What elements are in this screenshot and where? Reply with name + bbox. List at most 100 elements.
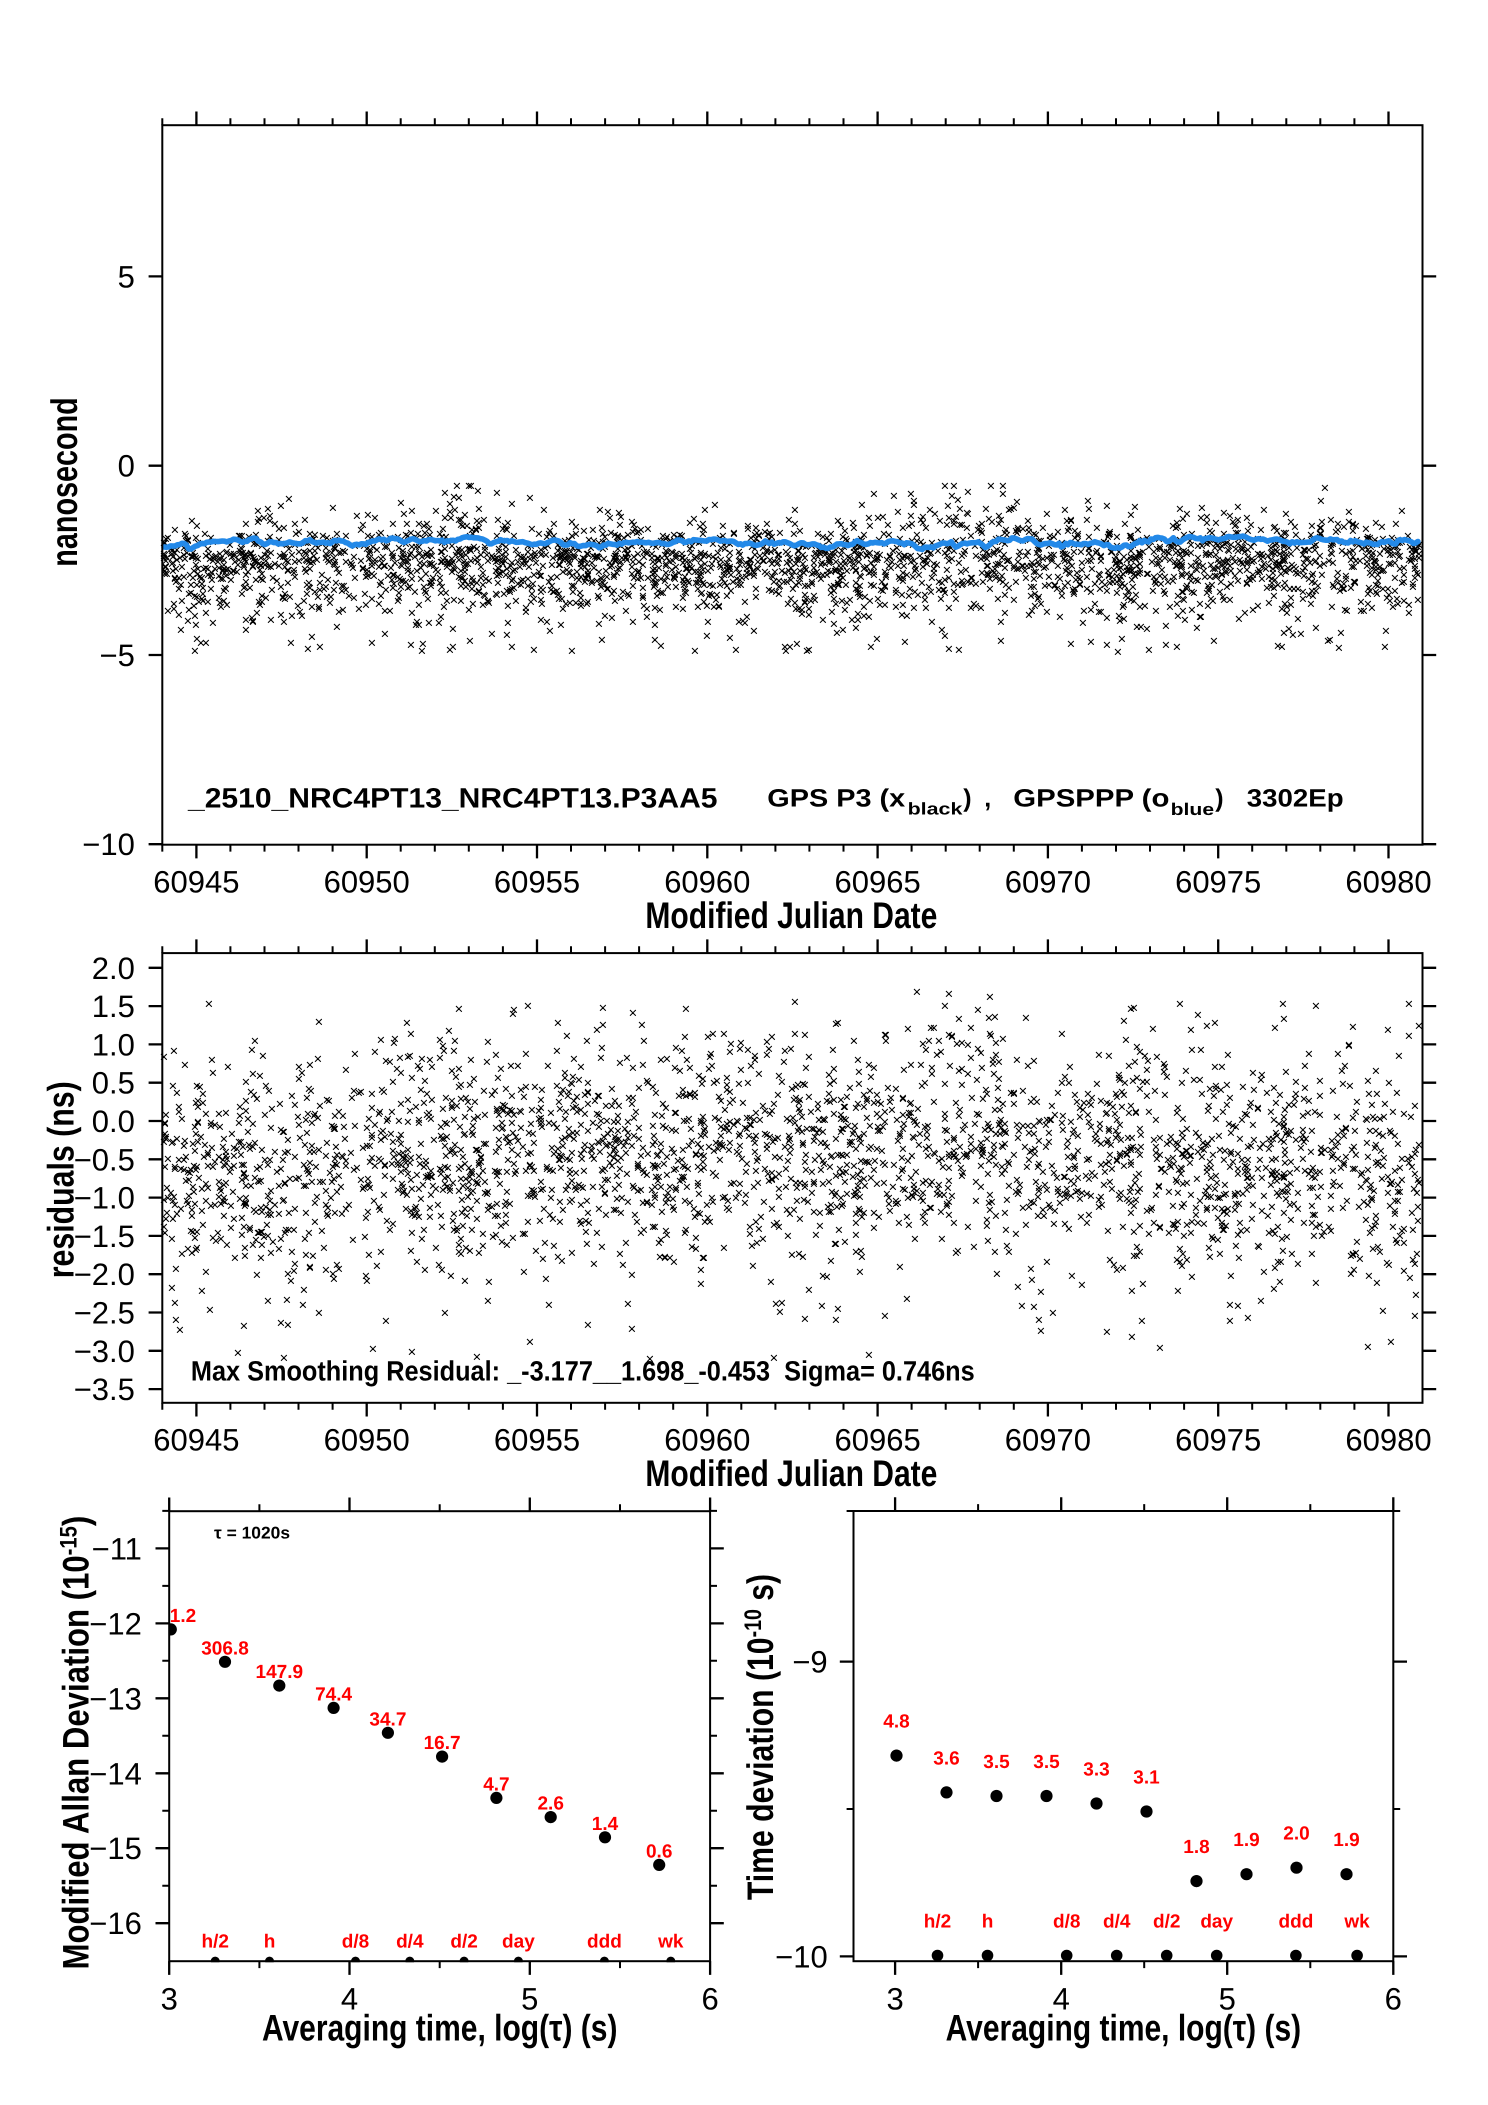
svg-text:residuals (ns): residuals (ns) (41, 1081, 82, 1278)
svg-text:2.0: 2.0 (92, 951, 135, 986)
svg-text:−10: −10 (82, 827, 135, 862)
svg-text:): ) (963, 785, 971, 813)
svg-text:d/8: d/8 (342, 1932, 369, 1953)
svg-text:−3.0: −3.0 (74, 1334, 135, 1369)
svg-text:3.1: 3.1 (1133, 1768, 1160, 1789)
svg-text:−0.5: −0.5 (74, 1142, 135, 1177)
svg-text:2.6: 2.6 (537, 1794, 563, 1815)
svg-text:τ = 1020s: τ = 1020s (214, 1524, 290, 1543)
svg-text:60975: 60975 (1175, 865, 1261, 900)
svg-text:Max Smoothing Residual: _-3.17: Max Smoothing Residual: _-3.177__1.698_-… (191, 1355, 975, 1386)
svg-text:−1.0: −1.0 (74, 1181, 135, 1216)
svg-text:ddd: ddd (587, 1932, 622, 1953)
svg-text:16.7: 16.7 (424, 1733, 461, 1754)
svg-text:147.9: 147.9 (256, 1662, 304, 1683)
svg-text:4: 4 (1053, 1981, 1070, 2016)
svg-text:1.5: 1.5 (92, 989, 135, 1024)
svg-text:34.7: 34.7 (369, 1709, 406, 1730)
svg-text:60960: 60960 (664, 865, 750, 900)
svg-text:5: 5 (1219, 1981, 1236, 2016)
svg-text:306.8: 306.8 (201, 1638, 249, 1659)
svg-text:1.9: 1.9 (1333, 1830, 1359, 1851)
svg-text:−2.0: −2.0 (74, 1257, 135, 1292)
svg-text:−11: −11 (92, 1531, 142, 1566)
svg-text:GPS P3 (x: GPS P3 (x (767, 785, 905, 813)
svg-text:day: day (502, 1932, 535, 1953)
svg-text:_2510_NRC4PT13_NRC4PT13.P3AA5: _2510_NRC4PT13_NRC4PT13.P3AA5 (187, 782, 718, 813)
svg-text:6: 6 (701, 1981, 718, 2016)
svg-text:1.0: 1.0 (92, 1027, 135, 1062)
svg-text:wk: wk (657, 1932, 684, 1953)
svg-text:60945: 60945 (153, 865, 239, 900)
svg-text:h: h (264, 1932, 276, 1953)
svg-text:d/2: d/2 (450, 1932, 477, 1953)
svg-text:1.4: 1.4 (592, 1814, 619, 1835)
svg-text:0.6: 0.6 (646, 1841, 672, 1862)
svg-text:nanosecond: nanosecond (44, 397, 85, 566)
svg-text:h: h (982, 1912, 994, 1933)
svg-text:d/2: d/2 (1153, 1912, 1180, 1933)
svg-text:−3.5: −3.5 (74, 1372, 135, 1407)
svg-text:1.8: 1.8 (1183, 1837, 1209, 1858)
svg-text:60970: 60970 (1005, 865, 1091, 900)
svg-text:60955: 60955 (494, 1423, 580, 1458)
svg-text:d/4: d/4 (396, 1932, 424, 1953)
svg-text:d/4: d/4 (1103, 1912, 1131, 1933)
svg-text:blue: blue (1171, 800, 1215, 819)
svg-text:Modified Julian Date: Modified Julian Date (645, 895, 937, 936)
svg-text:74.4: 74.4 (315, 1684, 352, 1705)
svg-text:Averaging time, log(τ) (s): Averaging time, log(τ) (s) (946, 2007, 1302, 2048)
svg-text:6: 6 (1385, 1981, 1402, 2016)
svg-text:Modified Julian Date: Modified Julian Date (645, 1453, 937, 1494)
svg-text:60980: 60980 (1345, 1423, 1431, 1458)
svg-text:): ) (1215, 785, 1223, 813)
svg-text:4: 4 (341, 1981, 358, 2016)
svg-text:60965: 60965 (834, 1423, 920, 1458)
svg-text:60965: 60965 (834, 865, 920, 900)
svg-text:0.5: 0.5 (92, 1066, 135, 1101)
svg-text:60955: 60955 (494, 865, 580, 900)
svg-text:,: , (984, 785, 991, 813)
svg-text:3.5: 3.5 (1033, 1752, 1060, 1773)
svg-text:−16: −16 (89, 1906, 142, 1941)
svg-text:−12: −12 (89, 1606, 142, 1641)
svg-text:0: 0 (118, 449, 135, 484)
svg-text:60950: 60950 (324, 865, 410, 900)
svg-text:1.9: 1.9 (1233, 1830, 1259, 1851)
svg-text:60950: 60950 (324, 1423, 410, 1458)
svg-text:3.3: 3.3 (1083, 1760, 1109, 1781)
svg-text:−2.5: −2.5 (74, 1296, 135, 1331)
svg-text:60960: 60960 (664, 1423, 750, 1458)
svg-text:GPSPPP (o: GPSPPP (o (1013, 785, 1169, 813)
svg-text:5: 5 (521, 1981, 538, 2016)
svg-text:black: black (908, 800, 963, 819)
svg-text:3: 3 (886, 1981, 903, 2016)
svg-text:2.0: 2.0 (1283, 1824, 1309, 1845)
svg-text:4.8: 4.8 (883, 1712, 909, 1733)
svg-text:60980: 60980 (1345, 865, 1431, 900)
svg-text:3302Ep: 3302Ep (1247, 785, 1344, 813)
svg-text:60945: 60945 (153, 1423, 239, 1458)
svg-text:−5: −5 (100, 638, 135, 673)
svg-text:−10: −10 (775, 1939, 828, 1974)
svg-text:−13: −13 (89, 1681, 142, 1716)
svg-text:3.5: 3.5 (983, 1752, 1010, 1773)
svg-text:3.6: 3.6 (933, 1748, 959, 1769)
svg-text:−14: −14 (89, 1756, 142, 1791)
svg-text:60970: 60970 (1005, 1423, 1091, 1458)
svg-text:ddd: ddd (1278, 1912, 1313, 1933)
svg-text:Modified Allan Deviation (10-1: Modified Allan Deviation (10-15) (55, 1516, 96, 1970)
svg-text:3: 3 (161, 1981, 178, 2016)
svg-text:0.0: 0.0 (92, 1104, 135, 1139)
svg-text:−15: −15 (89, 1831, 142, 1866)
svg-text:−9: −9 (792, 1645, 827, 1680)
svg-text:5: 5 (118, 259, 135, 294)
svg-text:60975: 60975 (1175, 1423, 1261, 1458)
svg-text:4.7: 4.7 (483, 1774, 509, 1795)
svg-text:−1.5: −1.5 (74, 1219, 135, 1254)
svg-text:1.2: 1.2 (170, 1606, 196, 1627)
svg-text:h/2: h/2 (201, 1932, 228, 1953)
svg-text:h/2: h/2 (924, 1912, 951, 1933)
svg-text:day: day (1200, 1912, 1233, 1933)
svg-text:Averaging time, log(τ) (s): Averaging time, log(τ) (s) (262, 2007, 618, 2048)
